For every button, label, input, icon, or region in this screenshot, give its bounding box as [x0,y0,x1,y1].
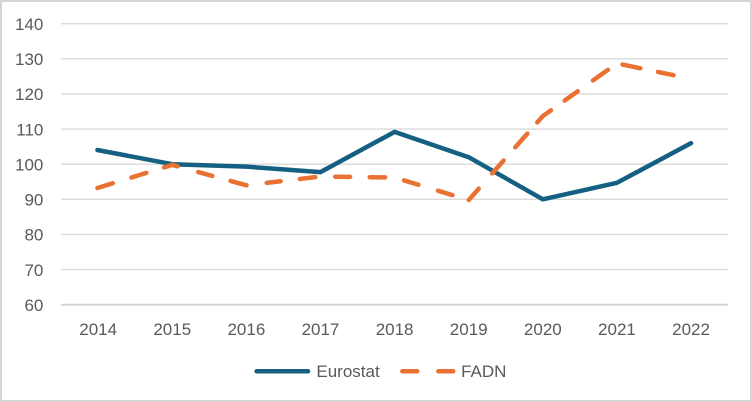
svg-text:140: 140 [15,15,43,34]
svg-text:130: 130 [15,50,43,69]
svg-text:2016: 2016 [227,320,265,339]
svg-text:2019: 2019 [450,320,488,339]
svg-text:90: 90 [24,191,43,210]
svg-text:2015: 2015 [153,320,191,339]
svg-text:2020: 2020 [524,320,562,339]
svg-text:FADN: FADN [461,362,506,381]
svg-text:2022: 2022 [672,320,710,339]
svg-text:80: 80 [24,226,43,245]
svg-text:2014: 2014 [79,320,117,339]
svg-text:60: 60 [24,296,43,315]
svg-text:2017: 2017 [302,320,340,339]
svg-text:2018: 2018 [376,320,414,339]
svg-text:70: 70 [24,261,43,280]
svg-text:120: 120 [15,85,43,104]
svg-text:100: 100 [15,155,43,174]
svg-text:110: 110 [16,120,43,139]
svg-text:Eurostat: Eurostat [316,362,380,381]
svg-text:2021: 2021 [598,320,636,339]
